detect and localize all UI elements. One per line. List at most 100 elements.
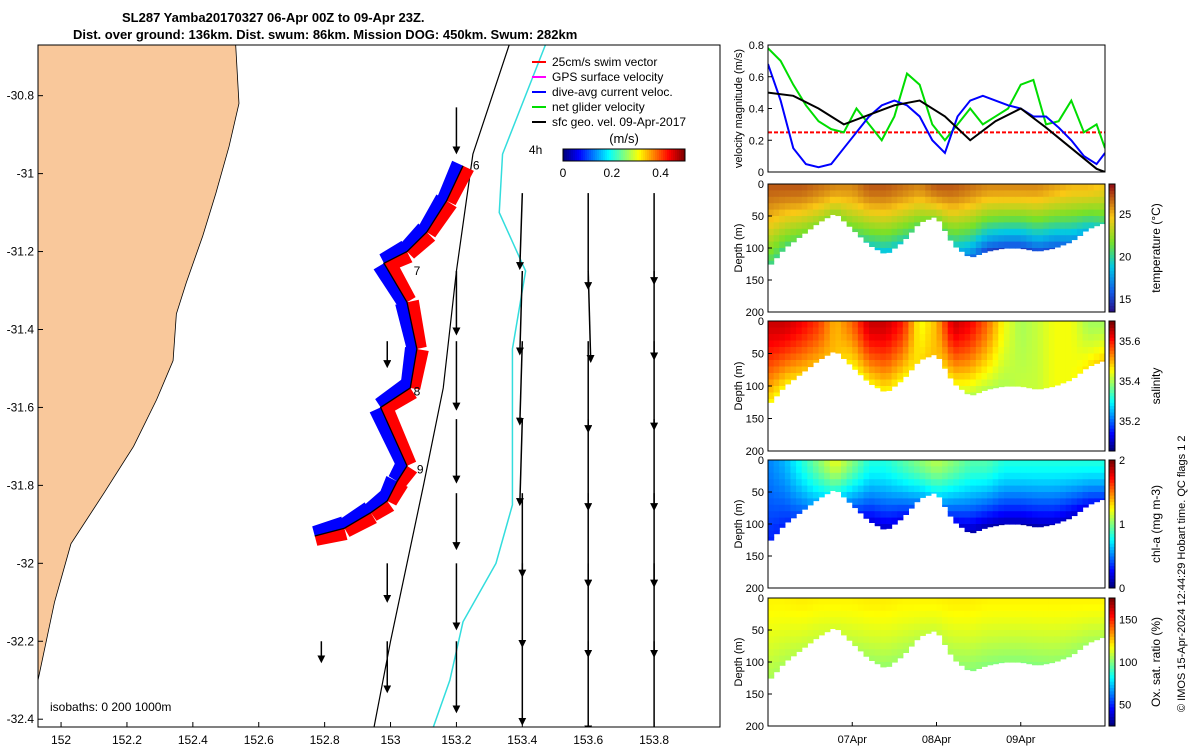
section-cell xyxy=(1060,366,1067,374)
section-cell xyxy=(897,511,904,519)
section-cell xyxy=(880,630,887,637)
section-cell xyxy=(796,598,803,605)
section-cell xyxy=(801,617,808,625)
section-cell xyxy=(1088,216,1095,223)
section-cell xyxy=(779,517,786,525)
section-cell xyxy=(902,460,910,467)
colorbar-cell xyxy=(571,149,574,161)
section-cell xyxy=(1099,460,1105,467)
section-cell xyxy=(1009,460,1016,467)
section-cell xyxy=(1009,327,1016,335)
panel-frame xyxy=(767,320,1106,452)
section-cell xyxy=(1054,604,1061,612)
section-cell xyxy=(998,498,1005,506)
section-cell xyxy=(818,610,825,618)
section-cell xyxy=(1082,340,1089,348)
section-cell xyxy=(936,190,943,198)
section-cell xyxy=(1043,184,1050,191)
section-cell xyxy=(779,203,786,211)
section-cell xyxy=(1060,485,1067,493)
section-cell xyxy=(818,196,825,204)
section-cell xyxy=(874,517,881,525)
section-cell xyxy=(1015,209,1022,217)
section-cell xyxy=(1088,617,1095,625)
section-cell xyxy=(902,373,910,377)
section-cell xyxy=(818,353,825,359)
section-cell xyxy=(1048,617,1056,625)
panel-colorbar-cell xyxy=(1109,540,1115,544)
section-cell xyxy=(1065,216,1072,223)
panel-colorbar-cell xyxy=(1109,206,1115,211)
section-cell xyxy=(874,373,881,381)
section-cell xyxy=(1054,241,1061,248)
section-cell xyxy=(930,347,938,355)
colorbar-cell xyxy=(647,149,650,161)
section-cell xyxy=(1020,353,1027,361)
panel-colorbar-cell xyxy=(1109,524,1115,528)
section-cell xyxy=(897,321,904,329)
panel-colorbar-cell xyxy=(1109,690,1115,695)
section-cell xyxy=(779,209,786,217)
section-cell xyxy=(1043,241,1050,249)
section-cell xyxy=(1020,498,1027,506)
section-cell xyxy=(1020,649,1027,657)
section-cell xyxy=(987,511,994,519)
panel-colorbar-cell xyxy=(1109,614,1115,618)
section-cell xyxy=(1020,366,1027,374)
section-cell xyxy=(936,623,943,631)
section-cell xyxy=(958,184,966,191)
section-cell xyxy=(975,241,983,249)
section-cell xyxy=(1009,623,1016,631)
section-cell xyxy=(768,347,775,355)
colorbar-cell xyxy=(635,149,638,161)
section-cell xyxy=(790,460,797,467)
section-cell xyxy=(1082,610,1089,618)
section-cell xyxy=(964,517,971,525)
section-cell xyxy=(779,222,786,230)
section-cell xyxy=(784,610,792,618)
section-cell xyxy=(1065,209,1072,217)
section-cell xyxy=(880,466,887,474)
section-cell xyxy=(824,479,831,487)
section-cell xyxy=(768,190,775,198)
section-cell xyxy=(958,228,966,236)
section-cell xyxy=(1076,340,1084,348)
section-cell xyxy=(846,196,853,204)
section-cell xyxy=(987,472,994,480)
section-cell xyxy=(1037,460,1044,467)
section-cell xyxy=(1003,222,1011,230)
section-cell xyxy=(1031,321,1039,329)
section-cell xyxy=(829,347,836,353)
section-cell xyxy=(1026,604,1033,612)
section-cell xyxy=(796,353,803,361)
section-cell xyxy=(1054,610,1061,618)
section-cell xyxy=(1026,655,1033,663)
map-x-tick-label: 153.6 xyxy=(573,733,603,747)
section-cell xyxy=(857,485,865,493)
section-cell xyxy=(930,610,938,618)
panel-colorbar-cell xyxy=(1109,700,1115,705)
panel-colorbar-cell xyxy=(1109,687,1115,692)
colorbar-cell xyxy=(591,149,594,161)
section-cell xyxy=(863,353,870,361)
section-cell xyxy=(1088,327,1095,335)
panel-x-tick-label: 09Apr xyxy=(1006,734,1036,746)
section-cell xyxy=(885,353,893,361)
section-cell xyxy=(885,248,893,253)
colorbar-cell xyxy=(639,149,642,161)
section-cell xyxy=(981,511,988,519)
panel-y-tick-label: 0.4 xyxy=(749,104,764,116)
section-cell xyxy=(863,630,870,637)
section-cell xyxy=(992,340,999,348)
section-cell xyxy=(1031,630,1039,637)
section-cell xyxy=(1071,327,1078,335)
panel-y-tick-label: 50 xyxy=(752,625,764,637)
section-cell xyxy=(919,598,926,605)
colorbar-cell xyxy=(627,149,630,161)
section-cell xyxy=(824,184,831,191)
panel-colorbar-cell xyxy=(1109,559,1115,563)
panel-colorbar-cell xyxy=(1109,395,1115,400)
section-cell xyxy=(812,327,820,335)
velocity-series-line xyxy=(768,63,1105,169)
section-cell xyxy=(1076,642,1084,650)
